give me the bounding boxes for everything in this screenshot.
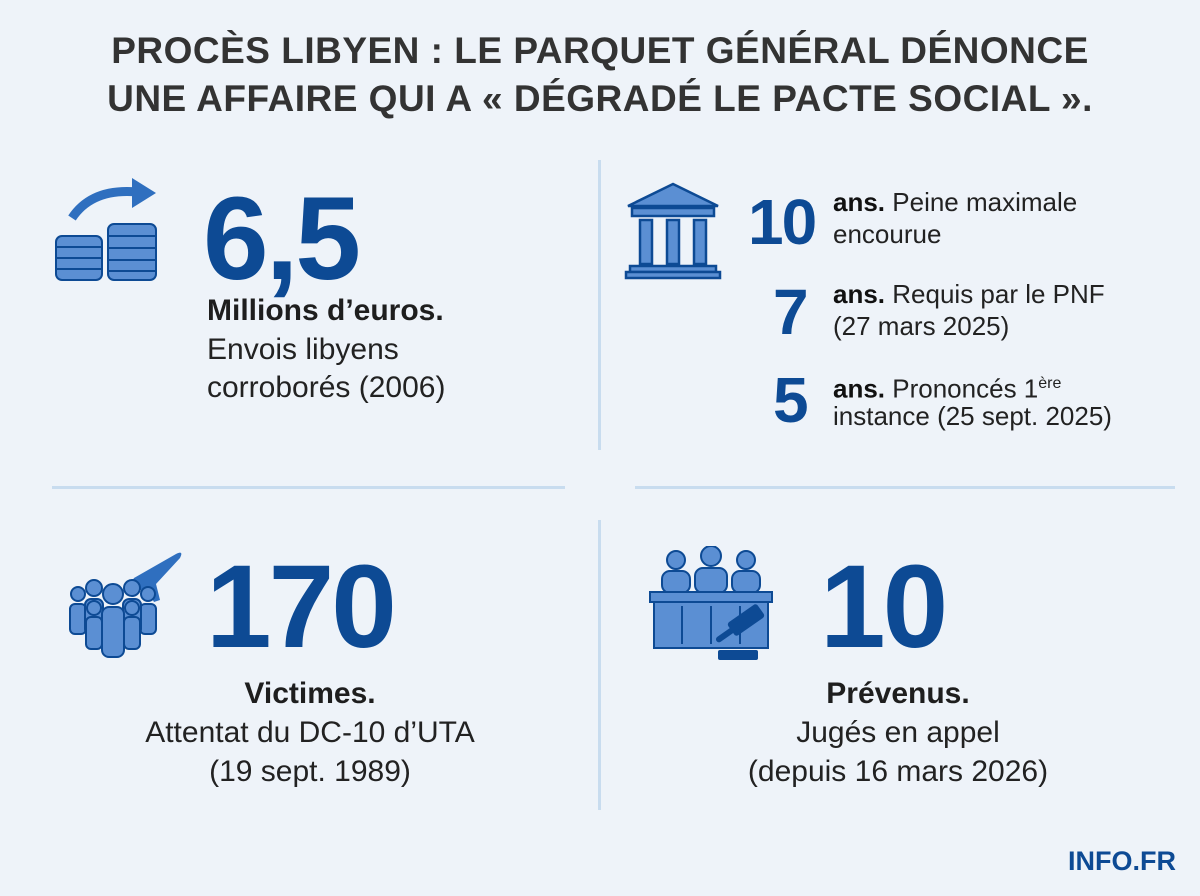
superscript: ère xyxy=(1038,375,1062,392)
stat-desc: (depuis 16 mars 2026) xyxy=(747,755,1049,788)
item-line: Prononcés 1 xyxy=(892,373,1039,404)
item-text: ans. Peine maximale xyxy=(833,186,1077,218)
court-icon xyxy=(624,182,722,280)
item-line: Peine maximale xyxy=(892,187,1078,217)
stat-desc: (19 sept. 1989) xyxy=(209,755,411,788)
item-unit: ans. xyxy=(833,373,886,404)
stat-number: 10 xyxy=(820,541,948,673)
item-line: Requis par le PNF xyxy=(892,279,1105,309)
stat-label: Millions d’euros. xyxy=(207,294,444,327)
item-number: 7 xyxy=(773,276,809,348)
item-unit: ans. xyxy=(833,279,886,309)
stat-label: Victimes. xyxy=(244,677,376,710)
stat-desc: Attentat du DC-10 d’UTA xyxy=(145,716,475,749)
divider xyxy=(635,486,1175,489)
item-text: ans. Requis par le PNF xyxy=(833,278,1105,310)
stat-number: 170 xyxy=(206,541,397,673)
divider xyxy=(598,520,601,810)
brand: INFO.FR xyxy=(1068,846,1176,876)
stat-desc: Jugés en appel xyxy=(796,716,1000,749)
stat-desc: corroborés (2006) xyxy=(207,371,446,404)
divider xyxy=(52,486,565,489)
people-plane-icon xyxy=(69,552,182,658)
tribunal-icon xyxy=(649,546,773,660)
item-line: encourue xyxy=(833,219,942,249)
stat-desc: Envois libyens xyxy=(207,333,399,366)
stat-label: Prévenus. xyxy=(826,677,970,710)
title-line: UNE AFFAIRE QUI A « DÉGRADÉ LE PACTE SOC… xyxy=(107,78,1093,119)
coins-icon xyxy=(55,178,157,281)
item-text: ans. Prononcés 1ère xyxy=(833,368,1061,405)
title-line: PROCÈS LIBYEN : LE PARQUET GÉNÉRAL DÉNON… xyxy=(111,30,1089,71)
item-number: 10 xyxy=(748,186,817,258)
divider xyxy=(598,160,601,450)
item-line: (27 mars 2025) xyxy=(833,311,1010,341)
item-unit: ans. xyxy=(833,187,886,217)
stat-number: 6,5 xyxy=(203,173,361,305)
item-line: instance (25 sept. 2025) xyxy=(833,401,1112,431)
item-number: 5 xyxy=(773,364,809,436)
